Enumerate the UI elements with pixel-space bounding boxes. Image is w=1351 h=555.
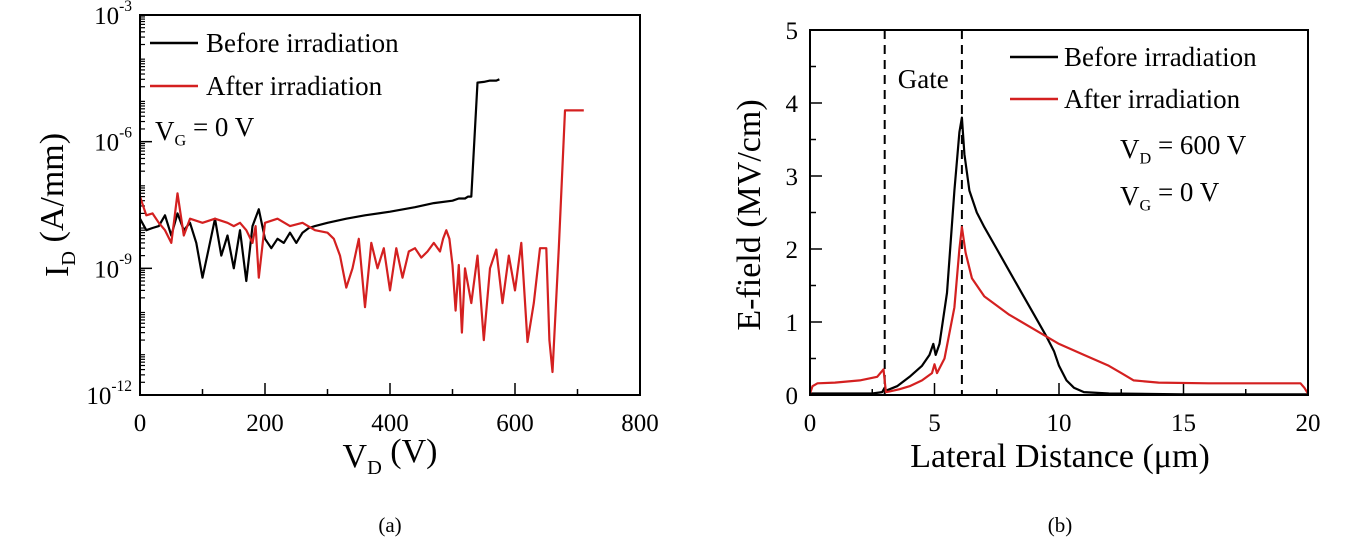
x-tick-label: 400 [371,410,409,437]
annotation-vg: VG = 0 V [155,112,255,149]
y-tick-label: 5 [786,18,799,45]
x-tick-label: 20 [1296,410,1321,437]
y-tick-label: 10-6 [94,124,132,156]
x-tick-label: 800 [621,410,659,437]
y-axis-label: ID (A/mm) [34,133,80,277]
y-tick-label: 3 [786,164,799,191]
series-group-b [810,116,1308,395]
y-tick-label: 10-9 [94,251,132,283]
chart-b: 0 5 10 15 20 0 1 2 3 4 5 Gate Before irradiation Afte… [731,18,1321,537]
y-tick-label: 0 [786,383,799,410]
caption-b: (b) [1048,513,1073,537]
x-tick-label: 10 [1047,410,1072,437]
x-axis-label: VD (V) [343,433,438,479]
series-line-before [810,116,1308,395]
annotation-vd: VD = 600 V [1120,130,1247,167]
y-tick-label: 4 [786,91,799,118]
y-tick-label: 2 [786,237,799,264]
x-axis-label: Lateral Distance (μm) [910,438,1210,475]
annotation-vg: VG = 0 V [1120,177,1220,214]
legend-label-after: After irradiation [206,71,383,101]
y-tick-label: 1 [786,310,799,337]
y-tick-label: 10-3 [94,0,132,30]
plot-frame-a [139,14,641,396]
x-tick-label: 0 [804,410,817,437]
caption-a: (a) [378,513,401,537]
plot-frame-b [809,29,1309,396]
legend-label-after: After irradiation [1064,84,1241,114]
x-tick-label: 200 [246,410,284,437]
y-tick-label: 10-12 [86,378,132,410]
series-group-a [140,78,584,374]
gate-label: Gate [898,64,949,94]
series-line-before [140,78,500,283]
x-tick-label: 0 [134,410,147,437]
chart-a: 0 200 400 600 800 10-3 10-6 10-9 10-12 Before irr… [34,0,659,537]
x-tick-label: 600 [496,410,534,437]
legend-label-before: Before irradiation [1064,42,1257,72]
x-tick-label: 15 [1171,410,1196,437]
legend-label-before: Before irradiation [206,28,399,58]
y-axis-label: E-field (MV/cm) [731,99,768,330]
series-line-after [140,109,584,374]
series-line-after [810,226,1308,395]
x-tick-label: 5 [928,410,941,437]
